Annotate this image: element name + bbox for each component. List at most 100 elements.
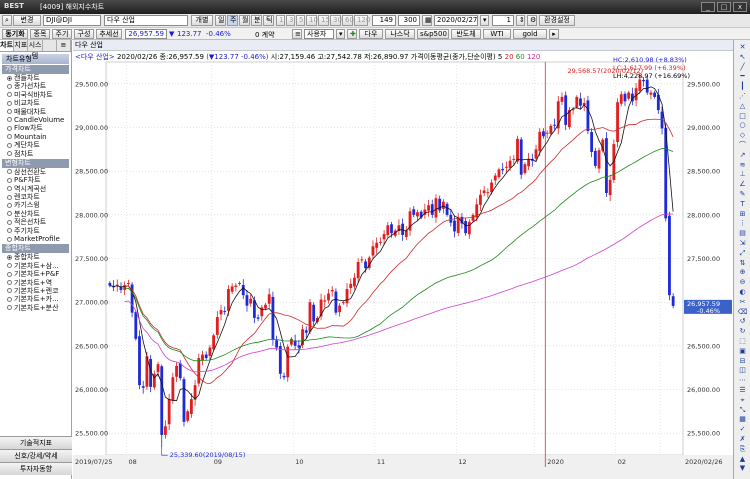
radio-icon[interactable]	[7, 228, 12, 234]
spin-arrows-icon[interactable]: ⇕	[516, 15, 525, 26]
chart-area[interactable]: 다우 산업 29,500.00 29,500.00 29,000.00 29,000.…	[73, 40, 733, 479]
radio-icon[interactable]	[7, 177, 12, 183]
chart-type-option[interactable]: 캔들차트	[0, 74, 71, 82]
cycle-button[interactable]: 주기	[52, 29, 72, 39]
drawing-tool-icon[interactable]: ▣	[739, 346, 746, 355]
drawing-tool-icon[interactable]: ↗	[739, 150, 746, 159]
drawing-tool-icon[interactable]: ✕	[739, 43, 746, 51]
chart-type-option[interactable]: 미국식바차트	[0, 91, 71, 99]
radio-icon[interactable]	[7, 125, 12, 131]
minimize-button[interactable]: _	[701, 2, 715, 12]
drawing-tool-icon[interactable]: ▲	[739, 454, 746, 463]
radio-icon[interactable]	[7, 92, 12, 98]
drawing-tool-icon[interactable]: ◇	[739, 131, 746, 140]
tab-menu[interactable]: ≡	[56, 40, 72, 51]
chart-type-option[interactable]: Mountain	[0, 133, 71, 141]
drawing-tool-icon[interactable]: ⌫	[737, 307, 748, 316]
drawing-tool-icon[interactable]: ━	[740, 72, 745, 81]
sync-button[interactable]: 동기화	[2, 29, 28, 39]
drawing-tool-icon[interactable]: ✎	[739, 190, 746, 198]
period-month-button[interactable]: 월	[239, 15, 250, 26]
radio-icon[interactable]	[7, 254, 12, 260]
period-minute-button[interactable]: 분	[251, 15, 262, 26]
user-dropdown-icon[interactable]: ▾	[336, 29, 345, 39]
radio-icon[interactable]	[7, 271, 12, 277]
radio-icon[interactable]	[7, 288, 12, 294]
radio-icon[interactable]	[7, 117, 12, 123]
interval-15-button[interactable]: 15	[318, 15, 330, 26]
drawing-tool-icon[interactable]: ⎘	[739, 444, 746, 453]
radio-icon[interactable]	[7, 186, 12, 192]
drawing-tool-icon[interactable]: ∠	[739, 180, 746, 189]
radio-icon[interactable]	[7, 83, 12, 89]
radio-icon[interactable]	[7, 211, 12, 217]
drawing-tool-icon[interactable]: ⋰	[739, 92, 746, 100]
drawing-tool-icon[interactable]: ⌒	[739, 141, 746, 149]
interval-30-button[interactable]: 30	[330, 15, 342, 26]
drawing-tool-icon[interactable]: ≋	[739, 160, 746, 169]
interval-3-button[interactable]: 3	[286, 15, 295, 26]
tab-system[interactable]: 시스템	[28, 40, 43, 60]
radio-icon[interactable]	[7, 236, 12, 242]
index-wti-button[interactable]: WTI	[483, 29, 511, 39]
index-sp500-button[interactable]: s&p500	[417, 29, 449, 39]
drawing-tool-icon[interactable]: ↺	[739, 317, 746, 326]
symbol-name-field[interactable]: 다우 산업	[104, 15, 188, 26]
drawing-tool-icon[interactable]: ⊞	[739, 209, 746, 218]
radio-icon[interactable]	[7, 305, 12, 311]
item-button[interactable]: 종목	[30, 29, 50, 39]
radio-icon[interactable]	[7, 263, 12, 269]
radio-icon[interactable]	[7, 194, 12, 200]
chart-type-option[interactable]: 기본차트+렌코	[0, 287, 71, 295]
interval-1-button[interactable]: 1	[276, 15, 285, 26]
drawing-tool-icon[interactable]: T	[740, 199, 745, 208]
radio-icon[interactable]	[7, 296, 12, 302]
chart-type-option[interactable]: 점차트	[0, 150, 71, 158]
settings-gear-icon[interactable]: ⚙	[527, 15, 537, 26]
drawing-tool-icon[interactable]: ⇲	[739, 239, 746, 247]
date-input[interactable]: 2020/02/27	[434, 15, 478, 26]
drawing-tool-icon[interactable]: ▼	[739, 464, 746, 473]
radio-icon[interactable]	[7, 100, 12, 106]
tab-indicator[interactable]: 지표	[14, 40, 29, 51]
drawing-tool-icon[interactable]: ╱	[740, 62, 745, 71]
display-count-input[interactable]: 149	[372, 15, 396, 26]
drawing-tool-icon[interactable]: ⌖	[740, 395, 745, 404]
index-dow-button[interactable]: 다우	[359, 29, 383, 39]
chart-type-option[interactable]: Flow차트	[0, 124, 71, 132]
drawing-tool-icon[interactable]: ✗	[739, 435, 746, 443]
chart-type-option[interactable]: 종합차트	[0, 253, 71, 261]
drawing-tool-icon[interactable]: ▤	[739, 229, 746, 238]
close-button[interactable]: x	[733, 2, 747, 12]
chart-type-option[interactable]: P&F차트	[0, 176, 71, 184]
symbol-code-input[interactable]: DJI@DJI	[43, 15, 101, 26]
chart-type-option[interactable]: MarketProfile	[0, 235, 71, 243]
drawing-tool-icon[interactable]: ↻	[739, 327, 746, 336]
drawing-tool-icon[interactable]: ⇅	[739, 258, 746, 267]
radio-icon[interactable]	[7, 202, 12, 208]
drawing-tool-icon[interactable]: □	[739, 111, 746, 120]
chart-type-option[interactable]: 기본차트+역	[0, 279, 71, 287]
mode-button[interactable]: 개별	[191, 15, 213, 26]
interval-5-button[interactable]: 5	[296, 15, 305, 26]
chart-type-option[interactable]: 기본차트+P&F	[0, 270, 71, 278]
chart-type-option[interactable]: 기본차트+삼...	[0, 262, 71, 270]
price-chart[interactable]: 29,500.00 29,500.00 29,000.00 29,000.00 28,5…	[73, 40, 733, 479]
chart-type-option[interactable]: 주기차트	[0, 227, 71, 235]
radio-icon[interactable]	[7, 109, 12, 115]
radio-icon[interactable]	[7, 142, 12, 148]
period-tick-button[interactable]: 틱	[263, 15, 274, 26]
period-day-button[interactable]: 일	[215, 15, 226, 26]
drawing-tool-icon[interactable]: ◐	[739, 288, 746, 296]
technical-indicator-button[interactable]: 기술적지표	[0, 436, 72, 449]
chart-type-option[interactable]: 분산차트	[0, 210, 71, 218]
drawing-tool-icon[interactable]: ✓	[739, 425, 746, 434]
total-count-input[interactable]: 300	[398, 15, 420, 26]
chart-type-option[interactable]: 적은선차트	[0, 218, 71, 226]
drawing-tool-icon[interactable]: ▦	[739, 415, 746, 424]
chart-type-option[interactable]: 기본차트+카...	[0, 295, 71, 303]
chart-type-option[interactable]: 종가선차트	[0, 82, 71, 90]
compose-button[interactable]: 구성	[74, 29, 94, 39]
add-icon[interactable]: ✚	[347, 29, 357, 39]
maximize-button[interactable]: □	[717, 2, 731, 12]
